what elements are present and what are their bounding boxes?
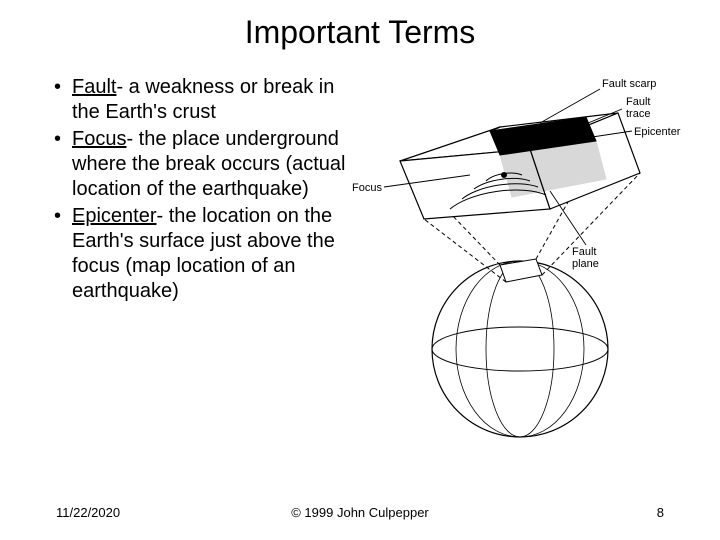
label-fault-plane-1: Fault	[572, 246, 596, 258]
label-fault-trace-2: trace	[626, 108, 650, 120]
label-fault-trace-1: Fault	[626, 96, 650, 108]
slide-title: Important Terms	[30, 14, 690, 51]
fault-diagram: Fault scarp Fault trace Epicenter Focus …	[360, 75, 690, 540]
diagram-svg: Fault scarp Fault trace Epicenter Focus …	[350, 69, 690, 449]
list-item: Epicenter- the location on the Earth's s…	[54, 204, 360, 304]
list-item: Focus- the place underground where the b…	[54, 127, 360, 202]
term-epicenter: Epicenter	[72, 205, 157, 227]
footer-date: 11/22/2020	[56, 505, 120, 520]
list-item: Fault- a weakness or break in the Earth'…	[54, 75, 360, 125]
term-fault: Fault	[72, 76, 116, 98]
term-focus: Focus	[72, 128, 126, 150]
label-fault-scarp: Fault scarp	[602, 78, 656, 90]
footer-page-number: 8	[657, 505, 664, 520]
label-fault-plane-2: plane	[572, 258, 599, 270]
label-epicenter: Epicenter	[634, 126, 681, 138]
slide-footer: 11/22/2020 © 1999 John Culpepper 8	[0, 505, 720, 520]
footer-copyright: © 1999 John Culpepper	[291, 505, 429, 520]
label-focus: Focus	[352, 182, 382, 194]
bullet-list: Fault- a weakness or break in the Earth'…	[30, 75, 360, 540]
